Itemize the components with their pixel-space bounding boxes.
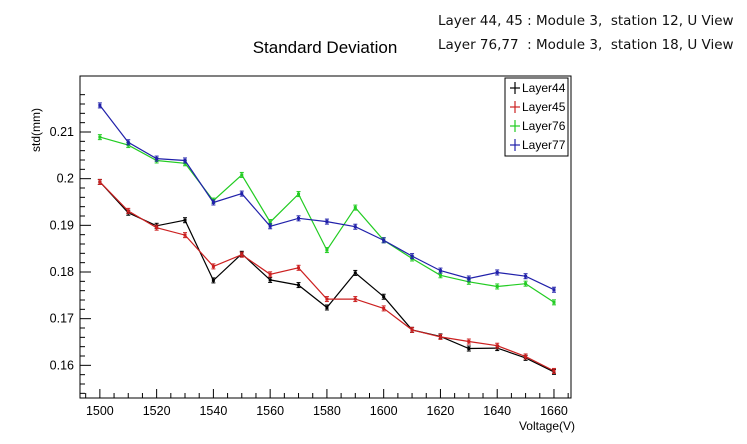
- data-point-layer77: [523, 273, 528, 280]
- plot-border: [79, 75, 572, 399]
- data-point-layer77: [495, 269, 500, 276]
- data-point-layer44: [296, 282, 301, 289]
- data-point-layer45: [466, 338, 471, 345]
- plot-frame: [79, 75, 572, 399]
- data-point-layer77: [183, 157, 188, 164]
- data-point-layer45: [239, 251, 244, 258]
- y-tick-label: 0.17: [50, 312, 74, 326]
- legend-label-layer77: Layer77: [522, 138, 566, 152]
- data-point-layer45: [438, 333, 443, 340]
- y-axis-label: std(mm): [29, 108, 43, 152]
- data-point-layer44: [466, 345, 471, 352]
- data-point-layer76: [239, 171, 244, 178]
- data-point-layer45: [523, 353, 528, 360]
- data-point-layer77: [381, 237, 386, 244]
- data-point-layer77: [324, 218, 329, 225]
- legend-label-layer76: Layer76: [522, 119, 566, 133]
- data-point-layer44: [381, 293, 386, 300]
- legend-label-layer44: Layer44: [522, 81, 566, 95]
- x-tick-label: 1640: [483, 404, 511, 418]
- x-tick-label: 1580: [313, 404, 341, 418]
- x-tick-label: 1560: [256, 404, 284, 418]
- legend-item-layer76: Layer76: [510, 119, 566, 133]
- data-point-layer77: [296, 215, 301, 222]
- series-line-layer45: [99, 181, 555, 372]
- data-point-layer44: [268, 276, 273, 283]
- legend-item-layer45: Layer45: [510, 100, 566, 114]
- x-tick-label: 1600: [370, 404, 398, 418]
- data-point-layer77: [551, 286, 556, 293]
- data-point-layer44: [353, 269, 358, 276]
- data-point-layer77: [410, 253, 415, 260]
- data-point-layer76: [353, 204, 358, 211]
- data-point-layer76: [97, 134, 102, 141]
- data-point-layer45: [268, 271, 273, 278]
- x-tick-label: 1620: [427, 404, 455, 418]
- data-point-layer77: [353, 223, 358, 230]
- data-point-layer45: [154, 224, 159, 231]
- data-point-layer45: [126, 207, 131, 214]
- data-point-layer76: [523, 280, 528, 287]
- annotation-line-2: Layer 76,77 : Module 3, station 18, U Vi…: [438, 37, 734, 53]
- data-point-layer76: [495, 283, 500, 290]
- data-point-layer45: [381, 305, 386, 312]
- x-axis-label: Voltage(V): [519, 419, 575, 433]
- y-tick-label: 0.16: [50, 358, 74, 372]
- data-point-layer45: [211, 263, 216, 270]
- data-point-layer45: [183, 232, 188, 239]
- series-line-layer77: [99, 105, 555, 291]
- legend-label-layer45: Layer45: [522, 100, 566, 114]
- data-point-layer45: [353, 296, 358, 303]
- y-tick-label: 0.19: [50, 218, 74, 232]
- y-tick-label: 0.18: [50, 265, 74, 279]
- data-point-layer45: [495, 342, 500, 349]
- data-point-layer77: [239, 190, 244, 197]
- data-point-layer77: [466, 275, 471, 282]
- data-point-layer44: [183, 217, 188, 224]
- data-point-layer76: [296, 191, 301, 198]
- data-point-layer77: [97, 102, 102, 109]
- legend-item-layer77: Layer77: [510, 138, 566, 152]
- data-point-layer77: [126, 139, 131, 146]
- x-tick-label: 1540: [199, 404, 227, 418]
- x-tick-label: 1520: [143, 404, 171, 418]
- data-point-layer45: [551, 367, 556, 374]
- data-point-layer77: [154, 155, 159, 162]
- data-point-layer44: [324, 304, 329, 311]
- series-layer: [97, 102, 556, 375]
- data-point-layer76: [324, 247, 329, 254]
- series-line-layer44: [99, 181, 555, 373]
- chart-title: Standard Deviation: [253, 38, 398, 57]
- data-point-layer77: [211, 199, 216, 206]
- data-point-layer45: [97, 178, 102, 185]
- y-tick-label: 0.21: [50, 125, 74, 139]
- data-point-layer45: [324, 296, 329, 303]
- legend-item-layer44: Layer44: [510, 81, 566, 95]
- y-tick-label: 0.2: [57, 172, 74, 186]
- x-tick-label: 1500: [86, 404, 114, 418]
- data-point-layer76: [551, 299, 556, 306]
- x-tick-label: 1660: [540, 404, 568, 418]
- data-point-layer77: [268, 223, 273, 230]
- data-point-layer45: [410, 326, 415, 333]
- data-point-layer44: [211, 277, 216, 284]
- annotation-line-1: Layer 44, 45 : Module 3, station 12, U V…: [438, 13, 734, 29]
- legend: Layer44 Layer45 Layer76 Layer77: [504, 77, 569, 157]
- data-point-layer45: [296, 264, 301, 271]
- data-point-layer77: [438, 267, 443, 274]
- axis-ticks: 1500 1520 1540 1560 1580 1600 1620 1640 1660 0.16…: [50, 75, 569, 418]
